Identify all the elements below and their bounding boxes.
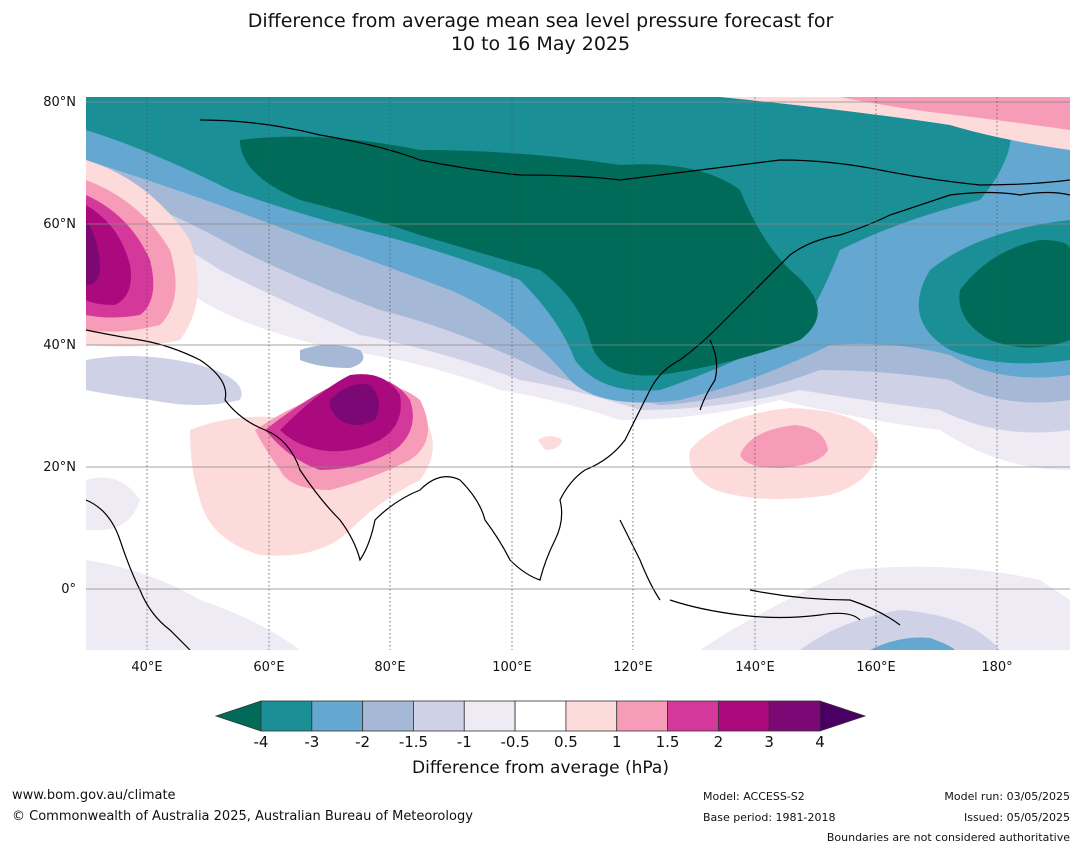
colorbar-cell xyxy=(260,700,313,732)
colorbar-tick-label: 2 xyxy=(713,733,724,751)
lon-label-80e: 80°E xyxy=(374,660,406,675)
negative-anomaly-teal-north xyxy=(86,97,420,120)
colorbar-tick-label: 1.5 xyxy=(655,733,680,751)
model-name: Model: ACCESS-S2 xyxy=(703,790,805,803)
lon-label-40e: 40°E xyxy=(131,660,163,675)
negative-anomaly-mideast xyxy=(86,477,140,530)
colorbar-tick-label: 0.5 xyxy=(553,733,578,751)
lon-label-140e: 140°E xyxy=(735,660,775,675)
lon-label-120e: 120°E xyxy=(613,660,653,675)
lat-label-20n: 20°N xyxy=(43,460,76,475)
negative-anomaly-sw xyxy=(86,560,300,650)
colorbar-cell xyxy=(514,700,567,732)
coastlines xyxy=(86,119,1070,650)
lon-label-180: 180° xyxy=(981,660,1013,675)
positive-anomaly-india-core xyxy=(329,384,379,425)
colorbar-extend-low xyxy=(214,700,262,732)
model-run-date: Model run: 03/05/2025 xyxy=(944,790,1070,803)
negative-anomaly-south xyxy=(700,566,1070,650)
colorbar-title: Difference from average (hPa) xyxy=(412,758,669,778)
lon-label-160e: 160°E xyxy=(856,660,896,675)
colorbar-tick-label: 4 xyxy=(815,733,825,751)
colorbar-cell xyxy=(768,700,821,732)
website-link[interactable]: www.bom.gov.au/climate xyxy=(12,788,176,803)
negative-anomaly-dark xyxy=(240,136,818,376)
colorbar-cell xyxy=(616,700,668,732)
colorbar-tick-label: 1 xyxy=(611,733,622,751)
lon-label-100e: 100°E xyxy=(492,660,532,675)
colorbar-cell xyxy=(311,700,364,732)
lat-label-80n: 80°N xyxy=(43,95,76,110)
negative-anomaly-tibet xyxy=(300,345,364,368)
negative-anomaly-south-blue xyxy=(870,637,955,650)
colorbar-tick-label: -3 xyxy=(304,733,320,751)
colorbar-tick-label: 3 xyxy=(764,733,774,751)
anomaly-field xyxy=(86,97,1070,650)
colorbar-cell xyxy=(667,700,719,732)
lat-label-0: 0° xyxy=(61,582,76,597)
base-period: Base period: 1981-2018 xyxy=(703,811,836,824)
issued-date: Issued: 05/05/2025 xyxy=(963,811,1070,824)
pressure-anomaly-map xyxy=(86,97,1070,650)
colorbar-cell xyxy=(565,700,618,732)
meridians xyxy=(146,97,998,650)
colorbar-tick-label: -1.5 xyxy=(398,733,429,751)
colorbar-cell xyxy=(717,700,770,732)
lat-label-40n: 40°N xyxy=(43,338,76,353)
map-title-line2: 10 to 16 May 2025 xyxy=(450,33,631,55)
positive-anomaly-south-china xyxy=(538,436,562,450)
boundaries-disclaimer: Boundaries are not considered authoritat… xyxy=(826,831,1070,844)
negative-anomaly-dark-east xyxy=(959,240,1070,348)
colorbar-tick-label: -0.5 xyxy=(500,733,530,751)
colorbar-cell xyxy=(463,700,516,732)
positive-anomaly-pacific-pink xyxy=(740,425,828,468)
map-title-line1: Difference from average mean sea level p… xyxy=(247,10,834,32)
positive-anomaly-europe-core xyxy=(86,220,100,285)
colorbar-tick-label: -1 xyxy=(456,733,472,751)
lat-label-60n: 60°N xyxy=(43,217,76,232)
graticule xyxy=(86,101,1070,590)
colorbar-cell xyxy=(362,700,414,732)
negative-anomaly-south-lavender xyxy=(800,610,1000,650)
copyright-text: © Commonwealth of Australia 2025, Austra… xyxy=(12,809,473,824)
lon-label-60e: 60°E xyxy=(253,660,285,675)
positive-anomaly-europe-deep xyxy=(86,205,131,305)
negative-anomaly-westasia xyxy=(86,356,242,405)
colorbar-extend-high xyxy=(819,700,867,732)
colorbar-cell xyxy=(413,700,465,732)
colorbar-tick-label: -4 xyxy=(253,733,269,751)
positive-anomaly-arctic-pink xyxy=(840,97,1070,130)
colorbar-tick-label: -2 xyxy=(355,733,371,751)
